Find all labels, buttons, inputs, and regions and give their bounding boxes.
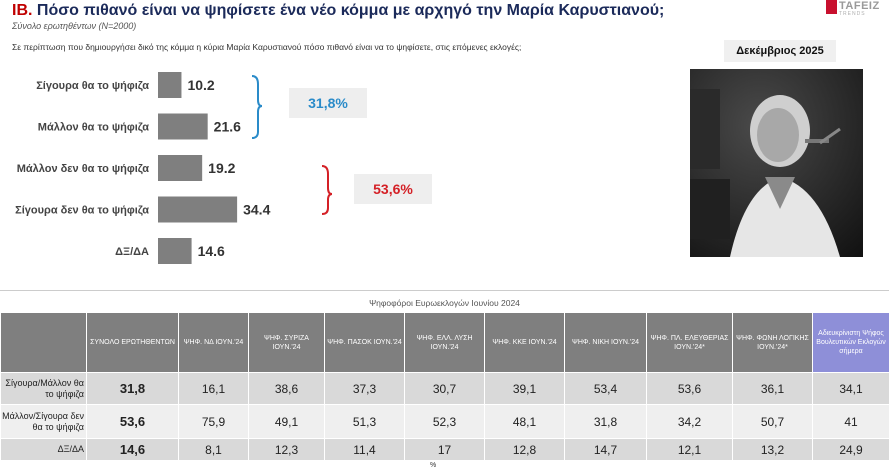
speaker-photo [690,69,863,257]
column-header: ΨΗΦ. ΚΚΕ ΙΟΥΝ.'24 [484,312,565,373]
table-cell: 39,1 [484,372,565,405]
category-label: Σίγουρα θα το ψήφιζα [36,80,149,92]
portrait-image [690,69,863,257]
table-cell: 30,7 [404,372,485,405]
table-cell: 31,8 [564,404,647,439]
table-cell: 38,6 [248,372,325,405]
table-cell: 37,3 [324,372,405,405]
table-cell: 41 [812,404,889,439]
bar-value-label: 10.2 [187,77,214,93]
column-header: ΨΗΦ. ΠΑΣΟΚ ΙΟΥΝ.'24 [324,312,405,373]
category-label: Μάλλον θα το ψήφιζα [38,122,149,134]
brand-logo: TAFEIZ TRENDS [826,0,889,17]
table-cell-total: 53,6 [86,404,179,439]
question-title: Πόσο πιθανό είναι να ψηφίσετε ένα νέο κό… [36,2,665,19]
header-corner [0,312,87,373]
table-cell: 11,4 [324,438,405,461]
table-row: Μάλλον/Σίγουρα δεν θα το ψήφιζα 53,6 75,… [0,404,889,439]
positive-bracket [251,75,263,139]
bar [158,113,208,140]
negative-bracket [321,165,333,215]
table-header-row: ΣΥΝΟΛΟ ΕΡΩΤΗΘΕΝΤΩΝ ΨΗΦ. ΝΔ ΙΟΥΝ.'24 ΨΗΦ.… [0,312,889,373]
column-header: ΨΗΦ. ΦΩΝΗ ΛΟΓΙΚΗΣ ΙΟΥΝ.'24* [732,312,813,373]
column-header-undecided: Αδιευκρίνιστη Ψήφος Βουλευτικών Εκλογών … [812,312,889,373]
table-cell: 53,6 [646,372,733,405]
page-title: ΙΒ. Πόσο πιθανό είναι να ψηφίσετε ένα νέ… [12,2,664,20]
table-cell: 75,9 [178,404,249,439]
bar-value-label: 14.6 [198,243,225,259]
positive-total-badge: 31,8% [289,88,367,118]
bar-value-label: 19.2 [208,160,235,176]
table-cell: 24,9 [812,438,889,461]
table-cell: 36,1 [732,372,813,405]
column-header: ΨΗΦ. ΝΔ ΙΟΥΝ.'24 [178,312,249,373]
logo-text: TAFEIZ [839,0,880,12]
table-cell: 34,2 [646,404,733,439]
table-cell: 49,1 [248,404,325,439]
survey-question: Σε περίπτωση που δημιουργήσει δικό της κ… [12,42,522,52]
bar [158,238,192,264]
table-cell: 17 [404,438,485,461]
category-label: Μάλλον δεν θα το ψήφιζα [17,163,150,175]
table-cell: 51,3 [324,404,405,439]
logo-subtext: TRENDS [839,11,866,17]
table-row: Σίγουρα/Μάλλον θα το ψήφιζα 31,8 16,1 38… [0,372,889,405]
column-header: ΨΗΦ. ΕΛΛ. ΛΥΣΗ ΙΟΥΝ.'24 [404,312,485,373]
table-cell: 12,1 [646,438,733,461]
table-row: ΔΞ/ΔΑ 14,6 8,1 12,3 11,4 17 12,8 14,7 12… [0,438,889,461]
column-header: ΣΥΝΟΛΟ ΕΡΩΤΗΘΕΝΤΩΝ [86,312,179,373]
table-cell: 52,3 [404,404,485,439]
bar-value-label: 34.4 [243,202,270,218]
table-cell: 34,1 [812,372,889,405]
table-cell-total: 14,6 [86,438,179,461]
table-cell: 12,8 [484,438,565,461]
bar [158,72,182,98]
category-label: ΔΞ/ΔΑ [115,246,149,258]
bar-value-label: 21.6 [214,119,241,135]
column-header: ΨΗΦ. ΣΥΡΙΖΑ ΙΟΥΝ.'24 [248,312,325,373]
table-cell: 53,4 [564,372,647,405]
table-cell-total: 31,8 [86,372,179,405]
category-label: Σίγουρα δεν θα το ψήφιζα [15,205,149,217]
column-header: ΨΗΦ. ΠΛ. ΕΛΕΥΘΕΡΙΑΣ ΙΟΥΝ.'24* [646,312,733,373]
negative-total-badge: 53,6% [354,174,432,204]
date-label: Δεκέμβριος 2025 [724,40,836,62]
table-cell: 12,3 [248,438,325,461]
table-cell: 13,2 [732,438,813,461]
row-label: Σίγουρα/Μάλλον θα το ψήφιζα [0,372,87,405]
table-cell: 14,7 [564,438,647,461]
column-header: ΨΗΦ. ΝΙΚΗ ΙΟΥΝ.'24 [564,312,647,373]
row-label: ΔΞ/ΔΑ [0,438,87,461]
logo-mark-icon [826,0,837,14]
table-divider [0,290,889,291]
row-label: Μάλλον/Σίγουρα δεν θα το ψήφιζα [0,404,87,439]
crosstab-table: ΣΥΝΟΛΟ ΕΡΩΤΗΘΕΝΤΩΝ ΨΗΦ. ΝΔ ΙΟΥΝ.'24 ΨΗΦ.… [0,312,889,461]
table-cell: 8,1 [178,438,249,461]
table-cell: 48,1 [484,404,565,439]
table-cell: 16,1 [178,372,249,405]
question-number: ΙΒ. [12,2,33,19]
bar [158,196,238,223]
percent-footnote: % [430,462,437,469]
bar [158,155,203,181]
table-title: Ψηφοφόροι Ευρωεκλογών Ιουνίου 2024 [369,298,520,308]
likelihood-bar-chart: Σίγουρα θα το ψήφιζα 10.2 Μάλλον θα το ψήφ… [15,72,333,264]
sample-subtitle: Σύνολο ερωτηθέντων (N=2000) [12,21,137,31]
table-cell: 50,7 [732,404,813,439]
